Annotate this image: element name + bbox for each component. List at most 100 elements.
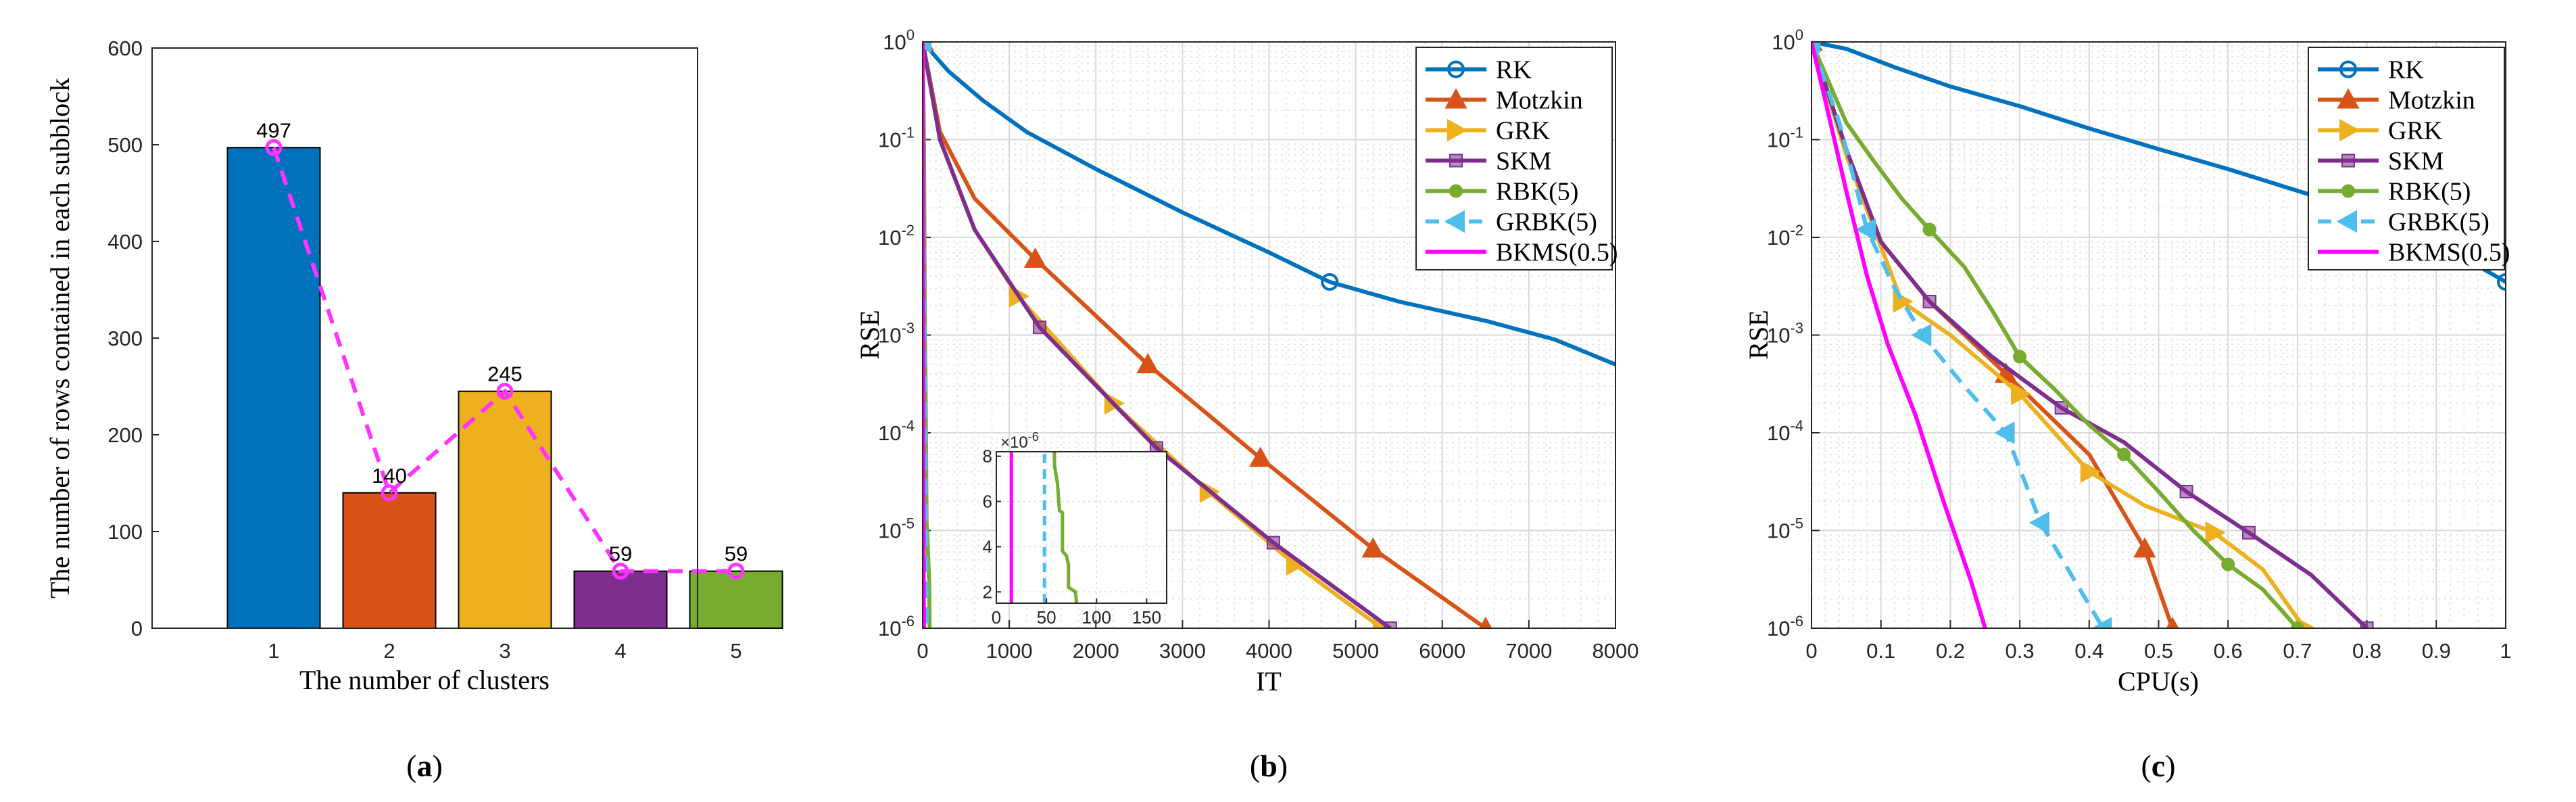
legend-label-grbk-5: GRBK(5) bbox=[2388, 208, 2489, 237]
inset-line-rbk-5 bbox=[1052, 452, 1079, 603]
legend-marker-grk bbox=[2339, 118, 2360, 142]
inset-y-tick-label: 2 bbox=[983, 582, 992, 602]
plot-frame-c bbox=[1811, 41, 2506, 629]
y-tick-label-a: 600 bbox=[107, 37, 143, 60]
overlay-dashed-line bbox=[272, 147, 736, 573]
legend-entry-skm: SKM bbox=[2318, 147, 2444, 176]
tick-base: 10 bbox=[878, 128, 901, 152]
legend-label-grbk-5: GRBK(5) bbox=[1496, 208, 1597, 237]
x-tick-label: 0.8 bbox=[2352, 639, 2381, 663]
legend-entry-grbk-5: GRBK(5) bbox=[2318, 208, 2489, 237]
series-marker-motzkin bbox=[1136, 352, 1159, 373]
y-tick-label: 100 bbox=[1772, 26, 1803, 54]
y-tick-label: 10-3 bbox=[878, 320, 915, 348]
series-marker-grbk-5 bbox=[2091, 617, 2112, 628]
series-marker-rbk-5 bbox=[2117, 448, 2131, 462]
tick-exponent: 0 bbox=[906, 26, 915, 43]
x-tick-label: 0.3 bbox=[2006, 639, 2035, 663]
panel-label-a: (a) bbox=[406, 749, 443, 783]
legend-label-grk: GRK bbox=[1496, 117, 1551, 145]
series-marker-grk bbox=[2080, 460, 2101, 483]
x-tick-label: 0.5 bbox=[2144, 639, 2173, 663]
bar-cluster-5 bbox=[689, 570, 783, 630]
tick-exponent: 0 bbox=[1795, 26, 1803, 43]
x-tick-label: 0.6 bbox=[2214, 639, 2243, 663]
x-tick-label-a: 5 bbox=[730, 639, 742, 663]
legend-label-skm: SKM bbox=[2388, 147, 2444, 176]
legend-label-rk: RK bbox=[1496, 56, 1532, 85]
y-tick-label-a: 0 bbox=[131, 617, 143, 640]
inset-y-tick-label: 6 bbox=[983, 492, 992, 512]
legend-entry-rbk-5: RBK(5) bbox=[1426, 178, 1578, 206]
data-label-cluster-2: 140 bbox=[372, 464, 407, 488]
tick-exponent: -5 bbox=[901, 515, 915, 532]
tick-base: 10 bbox=[1767, 324, 1790, 348]
overlay-line-a bbox=[265, 139, 745, 580]
series-marker-motzkin bbox=[1361, 537, 1384, 558]
inset-y-tick-label: 8 bbox=[983, 446, 992, 467]
legend-entry-rk: RK bbox=[1426, 56, 1532, 85]
series-marker-rk bbox=[2497, 273, 2506, 291]
series-bkms-0-5 bbox=[1812, 42, 1987, 628]
tick-exponent: -4 bbox=[1790, 417, 1803, 434]
inset-frame bbox=[996, 451, 1167, 604]
series-marker-rk bbox=[1321, 273, 1339, 291]
series-marker-motzkin bbox=[2166, 616, 2179, 628]
overlay-point bbox=[381, 484, 398, 502]
tick-exponent: -5 bbox=[1790, 515, 1803, 532]
legend-marker-motzkin bbox=[1444, 88, 1467, 109]
inset-x-tick-label: 50 bbox=[1037, 607, 1056, 628]
legend-label-rbk-5: RBK(5) bbox=[2388, 178, 2471, 206]
x-tick-label: 0.2 bbox=[1936, 639, 1965, 663]
series-marker-rbk-5 bbox=[2013, 350, 2027, 364]
legend-marker-skm bbox=[1449, 154, 1463, 168]
tick-base: 10 bbox=[1772, 30, 1795, 54]
legend-marker-motzkin bbox=[2337, 88, 2360, 109]
tick-base: 10 bbox=[1767, 421, 1790, 445]
legend-marker-skm bbox=[2341, 154, 2355, 168]
legend-marker-rbk-5 bbox=[2341, 184, 2355, 198]
bars-a bbox=[226, 147, 783, 630]
data-label-cluster-1: 497 bbox=[256, 118, 291, 142]
y-axis-label-b: RSE bbox=[854, 310, 885, 359]
series-marker-grk bbox=[2205, 521, 2226, 544]
legend-marker-grbk-5 bbox=[2336, 210, 2357, 233]
legend-entry-motzkin: Motzkin bbox=[1426, 87, 1583, 115]
tick-exponent: -2 bbox=[1790, 222, 1803, 239]
series-marker-rbk-5 bbox=[1922, 222, 1937, 237]
x-tick-label: 0.4 bbox=[2074, 639, 2104, 663]
x-tick-label: 2000 bbox=[1073, 639, 1119, 663]
series-line-motzkin bbox=[923, 42, 1487, 628]
legend-marker-rbk-5 bbox=[1449, 184, 1463, 198]
legend-entry-rbk-5: RBK(5) bbox=[2318, 178, 2471, 206]
series-line-rk bbox=[923, 42, 1615, 367]
y-tick-label-a: 200 bbox=[107, 423, 143, 447]
series-marker-grbk-5 bbox=[1911, 323, 1932, 347]
inset-exponent-label: ×10-6 bbox=[1000, 430, 1039, 452]
inset-b: 0 50 100 150 2 4 6 8 ×10-6 bbox=[983, 430, 1167, 628]
y-axis-label-a: The number of rows contained in each sub… bbox=[45, 78, 75, 598]
x-tick-label: 6000 bbox=[1419, 639, 1465, 663]
x-axis-label-a: The number of clusters bbox=[299, 665, 550, 695]
tick-base: 10 bbox=[1767, 128, 1790, 152]
inset-exponent-value: -6 bbox=[1028, 430, 1039, 444]
x-tick-label-a: 1 bbox=[268, 639, 279, 663]
chart-a: 0 100 200 300 400 500 600 1 2 3 4 5 497 140 245 59 59 T… bbox=[45, 37, 783, 783]
legend-label-bkms-0-5: BKMS(0.5) bbox=[2388, 239, 2510, 267]
y-tick-label: 10-4 bbox=[1767, 417, 1803, 445]
inset-plot-area bbox=[996, 452, 1167, 603]
panel-label-c: (c) bbox=[2141, 749, 2175, 783]
series-marker-rbk-5 bbox=[2221, 557, 2235, 571]
tick-base: 10 bbox=[878, 519, 901, 543]
x-tick-label-a: 3 bbox=[499, 639, 510, 663]
series-marker-grbk-5 bbox=[1994, 421, 2015, 444]
y-tick-label: 10-5 bbox=[878, 515, 915, 543]
y-tick-label: 100 bbox=[883, 26, 915, 54]
series-skm bbox=[1812, 42, 2374, 628]
